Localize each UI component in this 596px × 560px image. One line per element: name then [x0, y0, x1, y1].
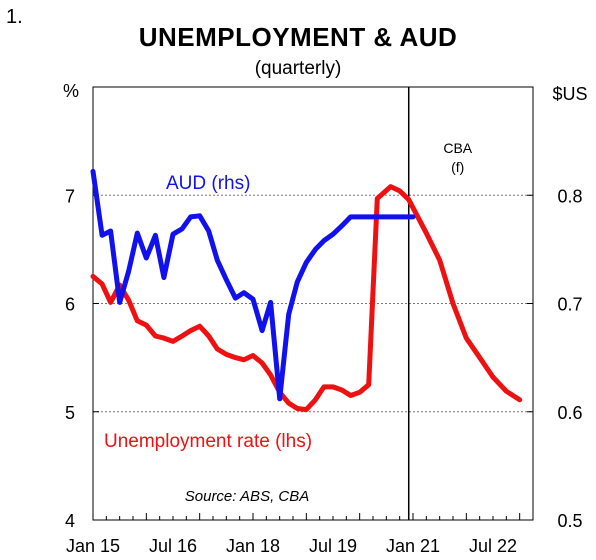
right-tick-label: 0.5	[557, 511, 582, 531]
series-label-aud: AUD (rhs)	[166, 173, 250, 194]
figure-number: 1.	[6, 6, 23, 28]
left-tick-label: 4	[65, 511, 75, 531]
source-note: Source: ABS, CBA	[185, 488, 310, 505]
right-tick-label: 0.6	[557, 403, 582, 423]
x-tick-label: Jul 19	[309, 536, 357, 556]
right-axis-unit: $US	[552, 84, 587, 104]
series-label-unemployment: Unemployment rate (lhs)	[104, 431, 312, 452]
x-tick-label: Jan 18	[226, 536, 280, 556]
forecast-label: CBA	[443, 140, 472, 156]
x-tick-label: Jan 21	[386, 536, 440, 556]
unemployment-rate-line	[90, 184, 523, 413]
aud-line	[90, 168, 416, 402]
chart-subtitle: (quarterly)	[254, 58, 342, 79]
x-axis-ticks: Jan 15 Jul 16 Jan 18 Jul 19 Jan 21 Jul 22	[66, 513, 521, 556]
left-axis-unit: %	[63, 81, 79, 101]
series-layer	[90, 168, 523, 413]
left-tick-label: 5	[65, 403, 75, 423]
right-tick-label: 0.7	[557, 295, 582, 315]
chart-title: UNEMPLOYMENT & AUD	[138, 22, 458, 52]
x-tick-label: Jul 16	[149, 536, 197, 556]
left-tick-label: 7	[65, 186, 75, 206]
y-axis-ticks: 4 5 6 7 0.5 0.6 0.7 0.8	[65, 186, 583, 531]
forecast-label-sub: (f)	[451, 159, 464, 175]
x-tick-label: Jan 15	[66, 536, 120, 556]
gridlines	[93, 194, 533, 413]
right-tick-label: 0.8	[557, 186, 582, 206]
x-tick-label: Jul 22	[469, 536, 517, 556]
left-tick-label: 6	[65, 295, 75, 315]
